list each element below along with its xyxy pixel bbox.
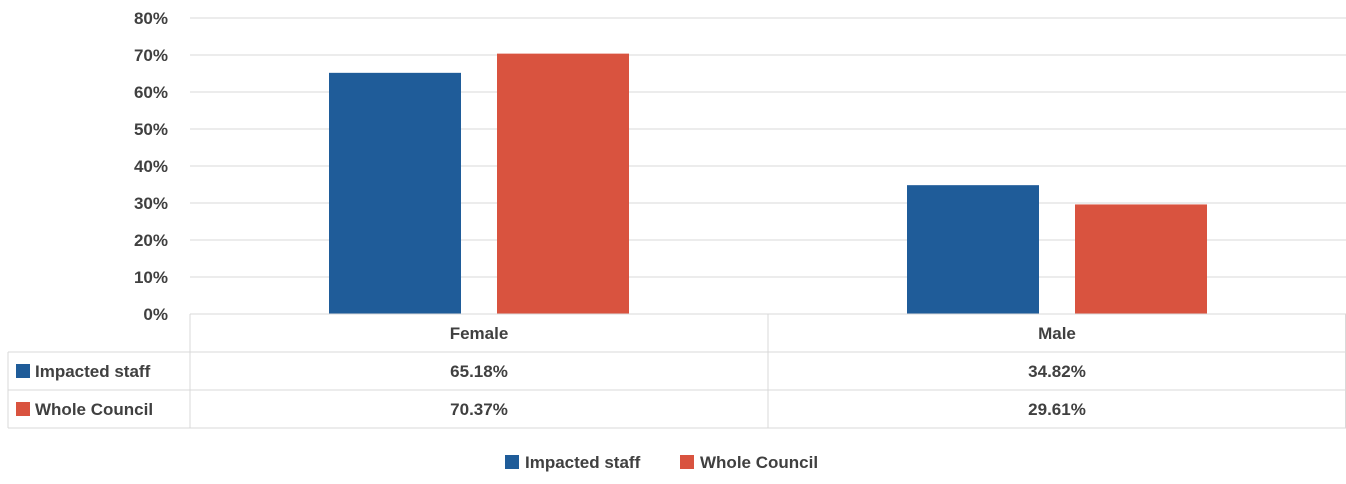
y-tick-label: 10% <box>134 268 168 287</box>
legend-item: Whole Council <box>680 453 818 472</box>
table-value: 70.37% <box>450 400 508 419</box>
bars <box>329 53 1207 314</box>
y-tick-label: 80% <box>134 9 168 28</box>
y-tick-label: 20% <box>134 231 168 250</box>
y-axis: 0% 10% 20% 30% 40% 50% 60% 70% 80% <box>134 9 168 324</box>
y-tick-label: 40% <box>134 157 168 176</box>
table-legend-key <box>16 402 30 416</box>
table-series-name: Impacted staff <box>35 362 151 381</box>
legend-swatch <box>680 455 694 469</box>
data-table: Female Male Impacted staff 65.18% 34.82% Whol… <box>7 313 1346 429</box>
table-value: 29.61% <box>1028 400 1086 419</box>
legend-item: Impacted staff <box>505 453 641 472</box>
table-legend-key <box>16 364 30 378</box>
table-value: 34.82% <box>1028 362 1086 381</box>
bar-impacted-staff-female <box>329 72 461 314</box>
legend-label: Impacted staff <box>525 453 641 472</box>
bar-impacted-staff-male <box>907 185 1039 314</box>
x-category-label: Female <box>450 324 509 343</box>
table-series-name: Whole Council <box>35 400 153 419</box>
y-tick-label: 0% <box>143 305 168 324</box>
y-tick-label: 50% <box>134 120 168 139</box>
bar-whole-council-female <box>497 53 629 314</box>
bar-whole-council-male <box>1075 204 1207 314</box>
y-tick-label: 30% <box>134 194 168 213</box>
y-tick-label: 60% <box>134 83 168 102</box>
legend-label: Whole Council <box>700 453 818 472</box>
x-category-label: Male <box>1038 324 1076 343</box>
table-value: 65.18% <box>450 362 508 381</box>
legend-swatch <box>505 455 519 469</box>
y-tick-label: 70% <box>134 46 168 65</box>
legend: Impacted staff Whole Council <box>505 453 818 472</box>
